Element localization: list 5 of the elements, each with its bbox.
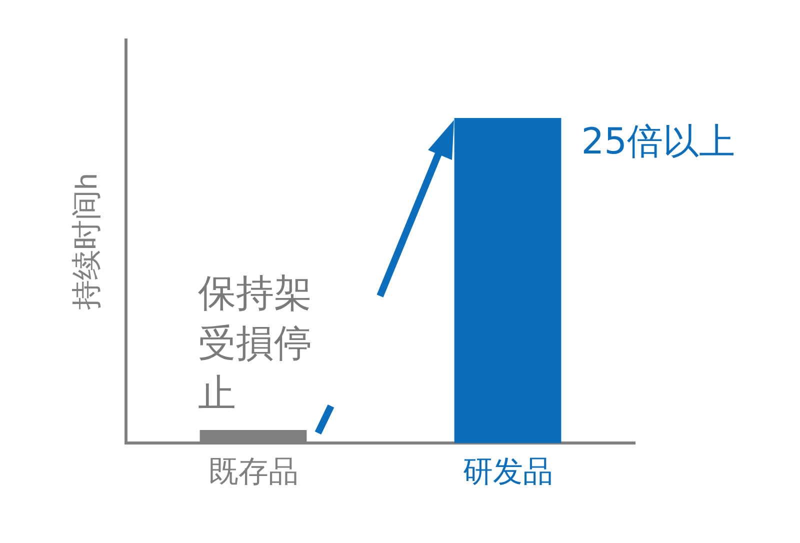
x-tick-label: 研发品: [462, 455, 553, 488]
y-axis-title: 持续时间h: [70, 173, 104, 310]
annotation: 25倍以上: [581, 121, 736, 162]
annotation: 保持架受損停止: [198, 270, 313, 417]
x-tick-label: 既存品: [208, 455, 298, 488]
